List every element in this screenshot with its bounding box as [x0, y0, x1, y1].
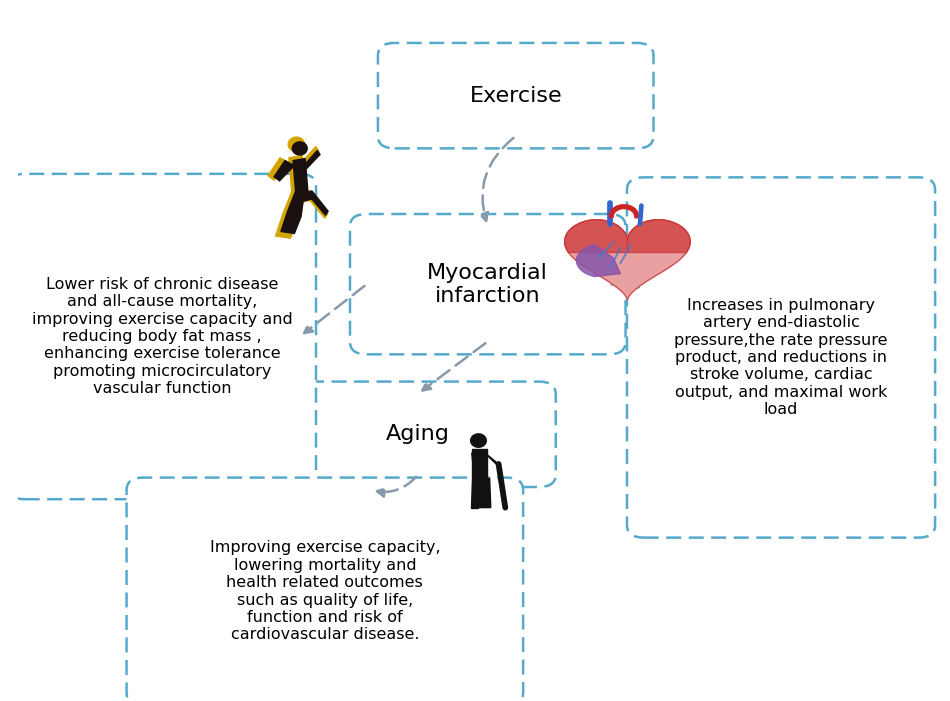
Polygon shape [268, 158, 291, 180]
FancyBboxPatch shape [627, 177, 935, 538]
Polygon shape [472, 453, 481, 474]
Polygon shape [288, 137, 305, 151]
Text: Aging: Aging [386, 424, 450, 444]
Text: Myocardial
infarction: Myocardial infarction [428, 263, 548, 306]
Polygon shape [301, 191, 328, 215]
Polygon shape [485, 453, 500, 468]
Polygon shape [577, 245, 620, 276]
Polygon shape [304, 151, 320, 169]
Polygon shape [479, 478, 491, 508]
Polygon shape [470, 478, 479, 508]
Text: Exercise: Exercise [469, 86, 562, 106]
FancyBboxPatch shape [350, 214, 625, 354]
FancyBboxPatch shape [280, 381, 556, 487]
Polygon shape [289, 156, 305, 193]
Polygon shape [281, 191, 304, 233]
FancyBboxPatch shape [378, 43, 654, 149]
Polygon shape [293, 142, 307, 155]
Text: Lower risk of chronic disease
and all-cause mortality,
improving exercise capaci: Lower risk of chronic disease and all-ca… [31, 277, 293, 396]
Polygon shape [564, 219, 691, 300]
Text: Improving exercise capacity,
lowering mortality and
health related outcomes
such: Improving exercise capacity, lowering mo… [210, 540, 440, 642]
Polygon shape [301, 147, 318, 167]
Polygon shape [298, 191, 328, 218]
Text: Increases in pulmonary
artery end-diastolic
pressure,the rate pressure
product, : Increases in pulmonary artery end-diasto… [674, 298, 888, 417]
FancyBboxPatch shape [126, 477, 523, 701]
Polygon shape [276, 191, 301, 238]
Polygon shape [470, 434, 486, 447]
Polygon shape [293, 158, 308, 193]
Polygon shape [275, 161, 294, 181]
FancyBboxPatch shape [8, 174, 316, 499]
Polygon shape [472, 449, 487, 478]
Polygon shape [564, 219, 691, 253]
